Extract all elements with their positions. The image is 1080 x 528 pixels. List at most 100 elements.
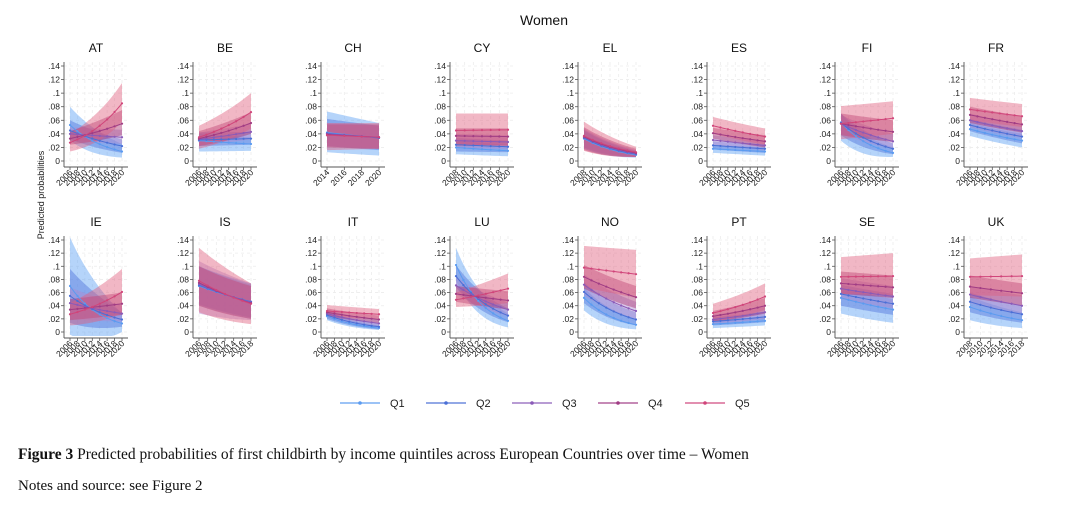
y-tick-label: 0 (312, 327, 317, 337)
ci-band-q5 (713, 283, 765, 322)
y-tick-label: .02 (562, 314, 574, 324)
data-point-q3 (634, 309, 638, 313)
ci-band-q3 (713, 305, 765, 324)
panel-be: BE0.02.04.06.08.1.12.1420062008201020122… (177, 41, 257, 188)
y-tick-label: .06 (819, 288, 831, 298)
y-tick-label: .1 (310, 88, 317, 98)
data-point-q4 (235, 127, 238, 130)
data-point-q3 (854, 128, 857, 132)
data-point-q2 (734, 318, 737, 321)
data-point-q5 (763, 135, 767, 138)
data-point-q3 (763, 144, 767, 147)
data-point-q4 (1013, 122, 1016, 125)
y-tick-label: .02 (434, 142, 446, 152)
data-point-q4 (197, 281, 201, 284)
y-tick-label: .12 (434, 75, 446, 85)
series-line-q2 (840, 122, 894, 150)
data-point-q5 (634, 151, 638, 154)
data-point-q4 (839, 282, 843, 285)
data-point-q4 (741, 137, 744, 140)
data-point-q2 (1006, 132, 1009, 135)
panel-title: ES (731, 41, 747, 55)
ci-band-q3 (584, 274, 636, 319)
data-point-q2 (499, 311, 502, 314)
y-tick-label: .06 (948, 115, 960, 125)
series-line-q4 (326, 311, 380, 321)
data-point-q3 (506, 308, 510, 311)
series-line-q4 (69, 303, 123, 311)
data-point-q5 (242, 115, 245, 119)
data-point-q2 (620, 313, 623, 316)
data-point-q4 (227, 129, 230, 132)
data-point-q2 (968, 300, 972, 303)
y-tick-label: .08 (819, 274, 831, 284)
data-point-q2 (469, 291, 472, 294)
data-point-q3 (489, 140, 492, 143)
data-point-q3 (612, 301, 615, 304)
y-tick-label: .14 (948, 61, 960, 71)
data-point-q3 (756, 143, 759, 146)
ci-band-q1 (456, 247, 508, 328)
ci-band-q5 (199, 247, 251, 325)
data-point-q3 (749, 142, 752, 146)
series-line-q2 (712, 316, 766, 322)
data-point-q2 (340, 318, 343, 321)
data-point-q1 (719, 322, 722, 325)
y-tick-label: .1 (53, 261, 60, 271)
y-tick-label: .08 (562, 274, 574, 284)
data-point-q1 (862, 140, 865, 143)
data-point-q4 (113, 125, 116, 128)
legend: Q1 Q2 Q3 Q4 Q5 (340, 398, 750, 410)
data-point-q4 (734, 135, 737, 139)
data-point-q4 (749, 308, 752, 311)
series-line-q2 (326, 314, 380, 328)
data-point-q2 (719, 319, 722, 323)
data-point-q5 (726, 128, 729, 131)
data-point-q4 (492, 297, 495, 300)
data-point-q2 (634, 318, 638, 321)
data-point-q1 (472, 147, 475, 150)
y-tick-label: .1 (53, 88, 60, 98)
data-point-q2 (454, 143, 458, 146)
data-point-q5 (355, 311, 358, 315)
data-point-q1 (249, 142, 253, 146)
y-tick-label: .1 (953, 261, 960, 271)
data-point-q4 (877, 285, 880, 288)
data-point-q2 (484, 303, 487, 306)
ci-band-q3 (841, 114, 893, 149)
data-point-q4 (869, 284, 872, 287)
data-point-q5 (343, 134, 346, 138)
data-point-q1 (106, 146, 109, 149)
data-point-q4 (726, 312, 729, 315)
data-point-q4 (726, 134, 729, 137)
data-point-q1 (741, 321, 744, 324)
y-tick-label: .14 (562, 235, 574, 245)
panel-title: NO (601, 215, 619, 229)
data-point-q2 (355, 322, 358, 325)
data-point-q5 (377, 136, 381, 139)
data-point-q3 (220, 135, 223, 138)
data-point-q1 (605, 313, 608, 316)
series-line-q4 (712, 305, 766, 317)
data-point-q5 (1000, 275, 1003, 278)
y-tick-label: .06 (948, 288, 960, 298)
series-line-q1 (840, 297, 894, 311)
y-tick-label: .02 (177, 142, 189, 152)
data-point-q5 (741, 303, 744, 306)
data-point-q3 (884, 294, 887, 297)
data-point-q2 (862, 136, 865, 139)
data-point-q2 (756, 147, 759, 150)
data-point-q3 (734, 141, 737, 144)
y-tick-label: .04 (434, 129, 446, 139)
y-tick-label: .12 (691, 248, 703, 258)
data-point-q1 (756, 150, 759, 153)
data-point-q2 (506, 145, 510, 148)
data-point-q2 (597, 302, 600, 305)
data-point-q2 (976, 125, 979, 129)
data-point-q2 (506, 314, 510, 317)
y-tick-label: .14 (177, 61, 189, 71)
legend-label: Q1 (390, 398, 405, 410)
y-tick-label: .1 (696, 88, 703, 98)
data-point-q2 (877, 143, 880, 146)
